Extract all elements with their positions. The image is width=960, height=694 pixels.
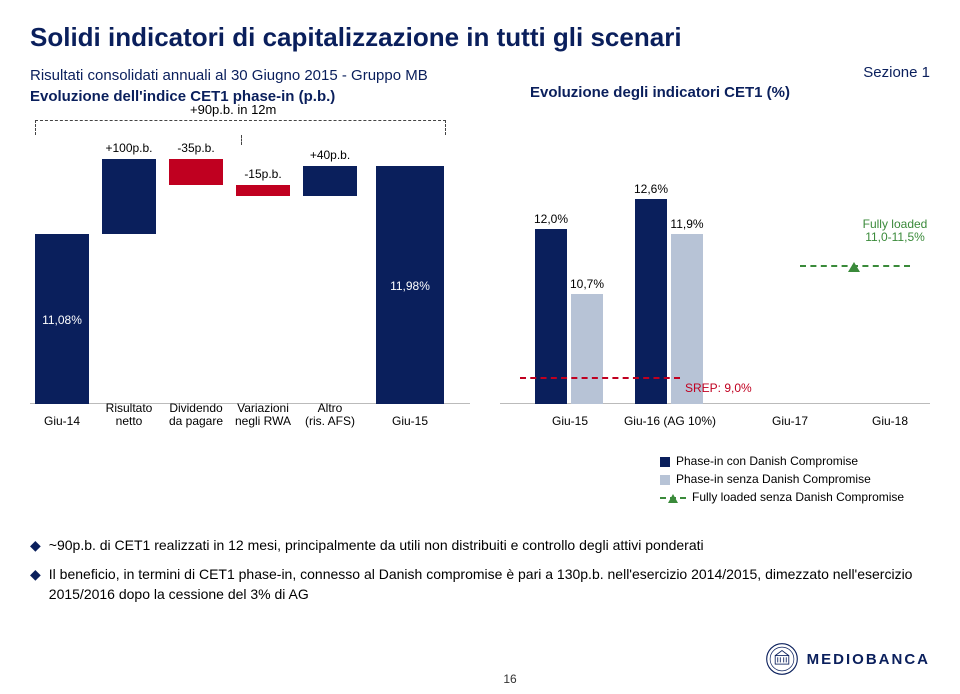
rxcat-g15: Giu-15 [520,415,620,428]
rxcat-g18: Giu-18 [840,415,940,428]
legend-2: Fully loaded senza Danish Compromise [660,490,904,504]
chart-right-title: Evoluzione degli indicatori CET1 (%) [530,84,790,101]
rxcat-g17: Giu-17 [740,415,840,428]
chart-left-title: Evoluzione dell'indice CET1 phase-in (p.… [30,88,930,105]
bar-value-netto: +100p.b. [94,141,164,155]
waterfall-chart: +90p.b. in 12m11,08%Giu-14+100p.b.Risult… [30,120,470,440]
xcat-div: Dividendoda pagare [161,402,231,428]
bar-altro [303,166,357,196]
cet1-chart: 12,0% 10,7% Giu-15 12,6% 11,9% Giu-16 (AG 10%… [500,120,930,440]
bar-value-altro: +40p.b. [295,148,365,162]
rval-g15-0: 12,0% [525,212,577,226]
page-title: Solidi indicatori di capitalizzazione in… [30,22,930,53]
page-root: Solidi indicatori di capitalizzazione in… [0,0,960,694]
logo: MEDIOBANCA [765,642,930,676]
bullet-0: ◆~90p.b. di CET1 realizzati in 12 mesi, … [30,535,930,556]
fully-loaded-marker [848,262,860,272]
rbar-g15-1 [571,294,603,404]
rxcat-g16: Giu-16 (AG 10%) [620,415,720,428]
xcat-giu14: Giu-14 [27,415,97,428]
rval-g16-1: 11,9% [661,217,713,231]
xcat-altro: Altro(ris. AFS) [295,402,365,428]
bracket [35,120,446,135]
xcat-netto: Risultatonetto [94,402,164,428]
bracket-label: +90p.b. in 12m [190,102,276,117]
bar-value-div: -35p.b. [161,141,231,155]
legend-1: Phase-in senza Danish Compromise [660,472,871,486]
fully-loaded-label: Fully loaded11,0-11,5% [850,218,940,244]
bar-value-giu14: 11,08% [27,313,97,327]
logo-icon [765,642,799,676]
bar-value-rwa: -15p.b. [228,167,298,181]
rval-g15-1: 10,7% [561,277,613,291]
bullet-1: ◆Il beneficio, in termini di CET1 phase-… [30,564,930,605]
rval-g16-0: 12,6% [625,182,677,196]
xcat-giu15: Giu-15 [368,415,452,428]
bar-netto [102,159,156,234]
charts-area: +90p.b. in 12m11,08%Giu-14+100p.b.Risult… [30,120,930,440]
srep-label: SREP: 9,0% [685,381,752,395]
bar-div [169,159,223,185]
legend-0: Phase-in con Danish Compromise [660,454,858,468]
bar-rwa [236,185,290,196]
subtitle-right: Sezione 1 [863,64,930,81]
bar-value-giu15: 11,98% [375,279,445,293]
srep-line [520,377,680,379]
logo-text: MEDIOBANCA [807,651,930,668]
bullets: ◆~90p.b. di CET1 realizzati in 12 mesi, … [30,535,930,613]
subtitle-left: Risultati consolidati annuali al 30 Giug… [30,67,930,84]
xcat-rwa: Variazioninegli RWA [228,402,298,428]
